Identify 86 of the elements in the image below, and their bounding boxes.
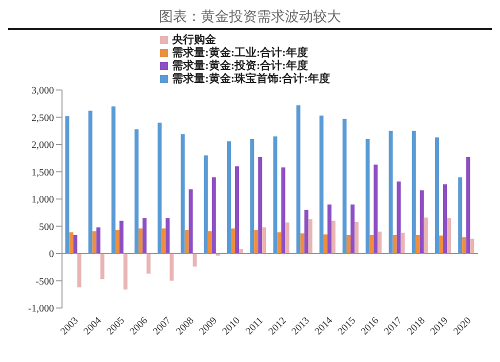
bar (354, 222, 359, 254)
bar (184, 230, 189, 254)
bar (327, 204, 332, 254)
bar (277, 232, 282, 254)
bar (166, 218, 170, 254)
y-tick-label: 2,000 (32, 140, 54, 152)
bar (300, 233, 304, 254)
bar (370, 234, 374, 254)
bar (350, 204, 355, 254)
bar (227, 141, 232, 254)
bar (208, 231, 212, 254)
y-tick-label: 1,500 (32, 167, 54, 178)
legend-label: 央行购金 (172, 34, 216, 46)
bar (123, 254, 128, 290)
y-tick-label: -500 (36, 276, 54, 288)
bar (447, 218, 452, 254)
bar (170, 254, 174, 281)
bar (73, 234, 78, 254)
bar (239, 249, 244, 254)
legend-label: 需求量:黄金:珠宝首饰:合计:年度 (172, 73, 330, 85)
bar (342, 118, 347, 254)
bar (331, 220, 336, 254)
bar (462, 237, 466, 254)
bar (388, 130, 393, 254)
bar (138, 228, 143, 254)
bar (366, 139, 370, 254)
y-tick-label: 0 (49, 249, 54, 260)
bar (378, 232, 382, 254)
chart-title: 图表：黄金投资需求波动较大 (8, 8, 492, 30)
bar (111, 106, 116, 254)
bar (304, 210, 308, 254)
bar (250, 139, 254, 254)
bar (119, 220, 124, 254)
bar (262, 227, 266, 254)
bar (273, 136, 278, 254)
y-tick-label: 3,000 (32, 86, 54, 97)
bar (374, 164, 378, 254)
bar (323, 234, 328, 254)
bar (88, 110, 92, 254)
bar (424, 218, 428, 254)
bar (162, 228, 166, 254)
y-tick-label: 500 (39, 222, 54, 233)
legend-label: 需求量:黄金:投资:合计:年度 (172, 60, 308, 72)
bar (346, 234, 351, 254)
bar (439, 236, 444, 254)
bar (466, 157, 470, 254)
legend-label: 需求量:黄金:工业:合计:年度 (172, 47, 308, 59)
bar (188, 189, 193, 254)
bar (92, 231, 96, 254)
bar (458, 177, 462, 254)
y-tick-label: 1,000 (32, 194, 54, 206)
bar (254, 230, 258, 254)
bar (134, 129, 139, 254)
bar (65, 116, 70, 254)
bar (96, 227, 100, 254)
bar (158, 122, 162, 254)
bar (231, 228, 236, 254)
bar (412, 130, 416, 254)
bar (100, 254, 104, 280)
bar (235, 166, 240, 254)
bar (192, 254, 197, 267)
bar (146, 254, 151, 274)
bar (296, 105, 300, 254)
bar (396, 182, 401, 254)
x-tick-label: 2011 (244, 315, 266, 338)
bar (285, 222, 290, 254)
y-tick-label: -1,000 (28, 304, 54, 315)
bar (204, 155, 208, 254)
bar (443, 184, 448, 254)
bar (435, 137, 440, 254)
bar (69, 232, 74, 254)
bar (281, 167, 286, 254)
bar (319, 116, 324, 254)
bar (77, 254, 82, 288)
bar (392, 234, 397, 254)
bar (258, 157, 262, 254)
bar (470, 238, 474, 254)
bar (212, 177, 216, 254)
bar (142, 218, 147, 254)
bar (308, 219, 312, 254)
bar (400, 232, 405, 254)
y-tick-label: 2,500 (32, 112, 54, 124)
bar (180, 134, 185, 254)
bar (416, 234, 420, 254)
bar (420, 190, 424, 254)
bar (115, 230, 120, 254)
